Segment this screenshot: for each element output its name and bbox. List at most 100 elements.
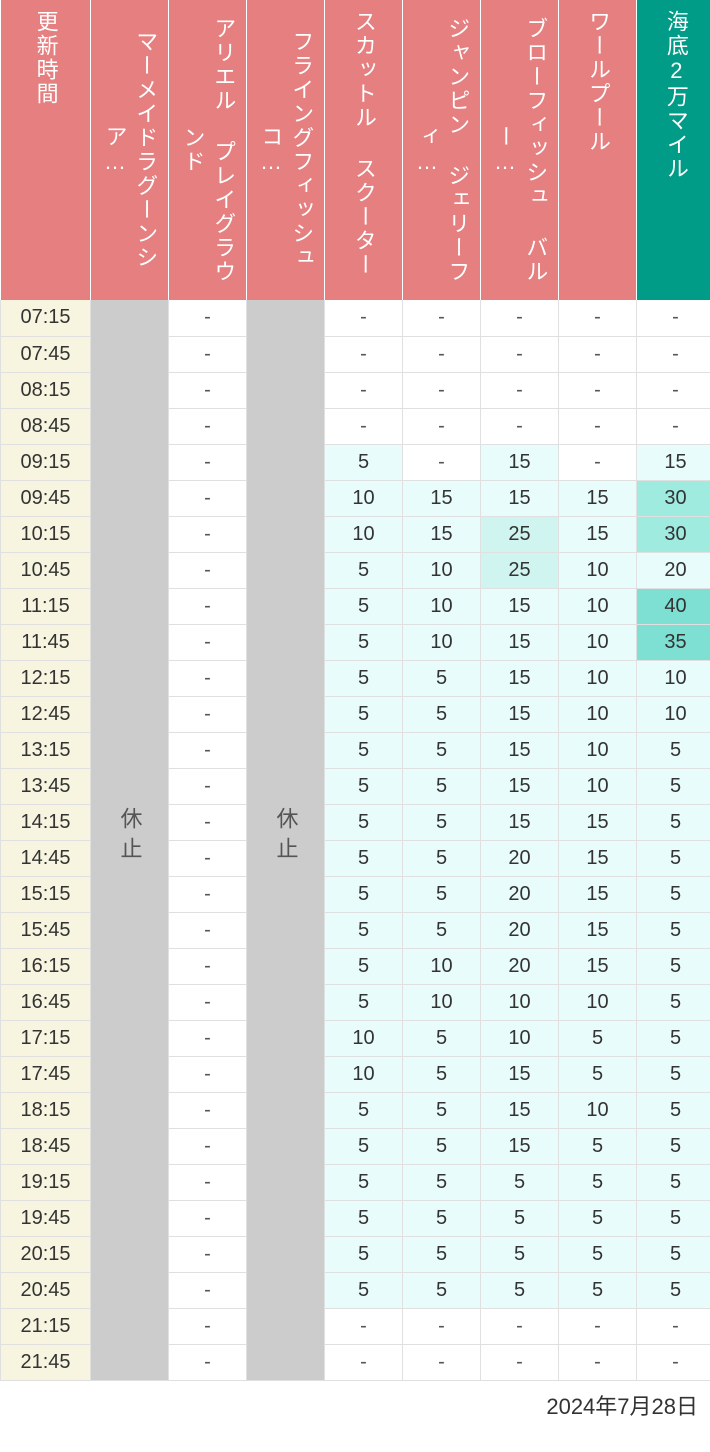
value-cell: 15 [559,840,637,876]
value-cell: 35 [637,624,710,660]
value-cell: - [169,840,247,876]
value-cell: 10 [559,984,637,1020]
value-cell: 10 [559,768,637,804]
time-cell: 19:15 [1,1164,91,1200]
value-cell: 5 [403,696,481,732]
time-cell: 10:15 [1,516,91,552]
value-cell: 5 [637,1236,710,1272]
value-cell: - [169,372,247,408]
time-cell: 11:45 [1,624,91,660]
value-cell: 10 [559,624,637,660]
value-cell: 5 [325,912,403,948]
value-cell: - [169,1272,247,1308]
time-cell: 14:45 [1,840,91,876]
value-cell: - [481,1344,559,1380]
time-cell: 07:15 [1,300,91,336]
value-cell: 10 [403,552,481,588]
value-cell: - [169,1056,247,1092]
value-cell: - [559,444,637,480]
column-header-5: ジャンピン ジェリーフィ… [403,0,481,300]
value-cell: 10 [481,984,559,1020]
value-cell: 5 [637,876,710,912]
value-cell: - [481,300,559,336]
header-label: アリエル プレイグラウンド [177,10,239,290]
value-cell: - [169,1236,247,1272]
column-header-6: ブローフィッシュ バルー… [481,0,559,300]
value-cell: - [481,1308,559,1344]
value-cell: 20 [481,840,559,876]
value-cell: 5 [403,732,481,768]
value-cell: - [169,768,247,804]
value-cell: - [169,480,247,516]
header-label: マーメイドラグーンシア… [99,10,161,290]
value-cell: 10 [637,660,710,696]
value-cell: 5 [637,1164,710,1200]
value-cell: 5 [637,732,710,768]
value-cell: 10 [325,516,403,552]
time-cell: 12:15 [1,660,91,696]
footer-date: 2024年7月28日 [0,1381,710,1429]
value-cell: 5 [325,984,403,1020]
value-cell: - [169,1020,247,1056]
value-cell: 15 [559,912,637,948]
time-cell: 21:15 [1,1308,91,1344]
time-cell: 07:45 [1,336,91,372]
value-cell: 10 [559,588,637,624]
time-cell: 09:45 [1,480,91,516]
time-cell: 14:15 [1,804,91,840]
value-cell: - [481,336,559,372]
value-cell: 10 [325,1056,403,1092]
value-cell: 5 [559,1236,637,1272]
value-cell: 15 [559,804,637,840]
value-cell: - [559,1344,637,1380]
closed-label: 休止 [270,807,302,867]
value-cell: 15 [481,588,559,624]
value-cell: 15 [481,1056,559,1092]
value-cell: 5 [637,1056,710,1092]
value-cell: 5 [403,912,481,948]
value-cell: 10 [559,552,637,588]
value-cell: - [169,336,247,372]
time-cell: 19:45 [1,1200,91,1236]
value-cell: 5 [637,948,710,984]
value-cell: - [169,732,247,768]
value-cell: 5 [559,1056,637,1092]
value-cell: 5 [325,804,403,840]
time-cell: 12:45 [1,696,91,732]
time-cell: 17:45 [1,1056,91,1092]
time-cell: 18:15 [1,1092,91,1128]
value-cell: 15 [481,444,559,480]
value-cell: 5 [559,1020,637,1056]
value-cell: 5 [637,1128,710,1164]
value-cell: 5 [481,1272,559,1308]
time-cell: 11:15 [1,588,91,624]
header-label: ワールプール [582,10,613,154]
value-cell: 20 [481,948,559,984]
value-cell: 25 [481,552,559,588]
column-header-4: スカットル スクーター [325,0,403,300]
value-cell: 5 [481,1164,559,1200]
time-cell: 08:15 [1,372,91,408]
value-cell: 15 [481,1092,559,1128]
value-cell: - [169,660,247,696]
value-cell: 5 [403,1020,481,1056]
time-cell: 13:45 [1,768,91,804]
value-cell: 5 [637,1092,710,1128]
value-cell: 10 [559,732,637,768]
value-cell: 10 [481,1020,559,1056]
value-cell: 40 [637,588,710,624]
value-cell: 10 [403,588,481,624]
time-cell: 20:45 [1,1272,91,1308]
value-cell: - [169,624,247,660]
value-cell: 5 [403,1164,481,1200]
table-body: 07:15休止-休止-----07:45------08:15------08:… [1,300,710,1380]
table-row: 07:15休止-休止----- [1,300,710,336]
value-cell: - [637,408,710,444]
value-cell: 5 [325,876,403,912]
value-cell: 5 [403,1092,481,1128]
value-cell: - [637,336,710,372]
column-header-1: マーメイドラグーンシア… [91,0,169,300]
value-cell: 5 [559,1272,637,1308]
value-cell: - [169,984,247,1020]
value-cell: 5 [325,732,403,768]
